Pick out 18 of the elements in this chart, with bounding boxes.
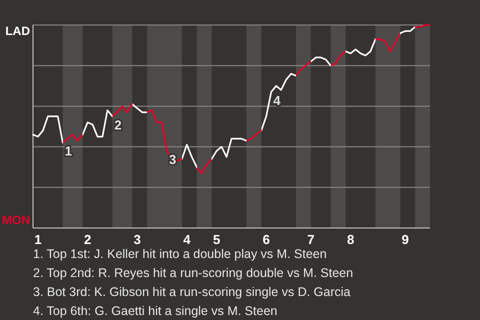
x-tick-label: 9 xyxy=(402,232,409,247)
text: 4. Top 6th: G. Gaetti hit a single vs M. Steen xyxy=(33,304,278,318)
text: 2. Top 2nd: R. Reyes hit a run-scoring double vs M. Steen xyxy=(33,266,354,280)
x-tick-label: 4 xyxy=(183,232,192,247)
annotation: 1 xyxy=(64,144,72,159)
x-tick-label: 6 xyxy=(262,232,270,247)
text: 3. Bot 3rd: K. Gibson hit a run-scoring single vs D. Garcia xyxy=(33,285,351,299)
annotation: 4 xyxy=(273,92,282,108)
text: LAD xyxy=(5,24,30,38)
text: MON xyxy=(2,213,30,227)
annotation: 2 xyxy=(114,117,122,132)
x-tick-label: 3 xyxy=(134,232,141,247)
text: 1. Top 1st: J. Keller hit into a double play vs M. Steen xyxy=(33,247,327,261)
x-tick-label: 1 xyxy=(34,232,42,247)
x-tick-label: 2 xyxy=(84,232,92,247)
x-tick-label: 5 xyxy=(212,232,220,247)
x-tick-label: 8 xyxy=(346,232,354,247)
x-tick-label: 7 xyxy=(307,232,315,247)
